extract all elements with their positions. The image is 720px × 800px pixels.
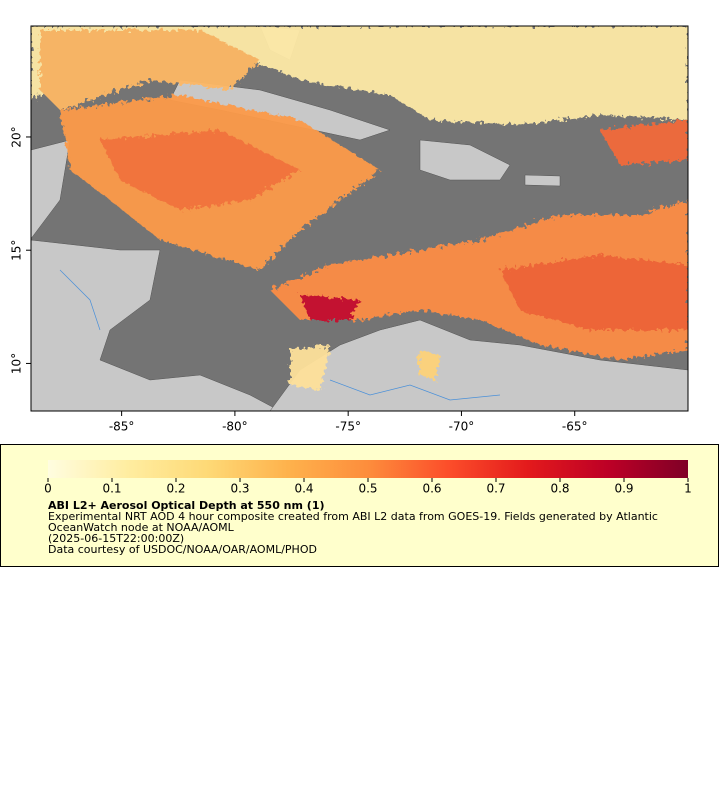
colorbar-tick-label: 1 [684, 482, 692, 496]
rivers [59, 269, 501, 401]
map-frame [30, 25, 689, 412]
colorbar-tick-label: 0.5 [358, 482, 377, 496]
colorbar-tick-label: 0.8 [550, 482, 569, 496]
colorbar-tick-label: 0.2 [166, 482, 185, 496]
lat-tick-label: 10° [10, 353, 24, 374]
colorbar-tick-label: 0.1 [102, 482, 121, 496]
lon-tick-label: -65° [562, 420, 588, 434]
lon-tick-label: -70° [449, 420, 475, 434]
legend-title: ABI L2+ Aerosol Optical Depth at 550 nm … [48, 499, 325, 512]
legend-description: Experimental NRT AOD 4 hour composite cr… [48, 510, 658, 534]
lon-tick-label: -80° [222, 420, 248, 434]
legend-credit: Data courtesy of USDOC/NOAA/OAR/AOML/PHO… [48, 543, 317, 556]
colorbar-tick-label: 0 [44, 482, 52, 496]
lon-tick-label: -85° [109, 420, 135, 434]
lat-tick-label: 20° [10, 126, 24, 147]
land [31, 26, 688, 411]
colorbar-tick-label: 0.7 [486, 482, 505, 496]
lat-tick-label: 15° [10, 240, 24, 261]
colorbar-tick-label: 0.9 [614, 482, 633, 496]
lon-tick-label: -75° [335, 420, 361, 434]
colorbar-tick-label: 0.3 [230, 482, 249, 496]
map [31, 26, 688, 411]
colorbar-tick-label: 0.4 [294, 482, 313, 496]
legend-text: ABI L2+ Aerosol Optical Depth at 550 nm … [48, 500, 688, 555]
colorbar-tick-label: 0.6 [422, 482, 441, 496]
legend-time: (2025-06-15T22:00:00Z) [48, 532, 185, 545]
colorbar [48, 460, 688, 478]
aerosol-field [31, 26, 688, 390]
